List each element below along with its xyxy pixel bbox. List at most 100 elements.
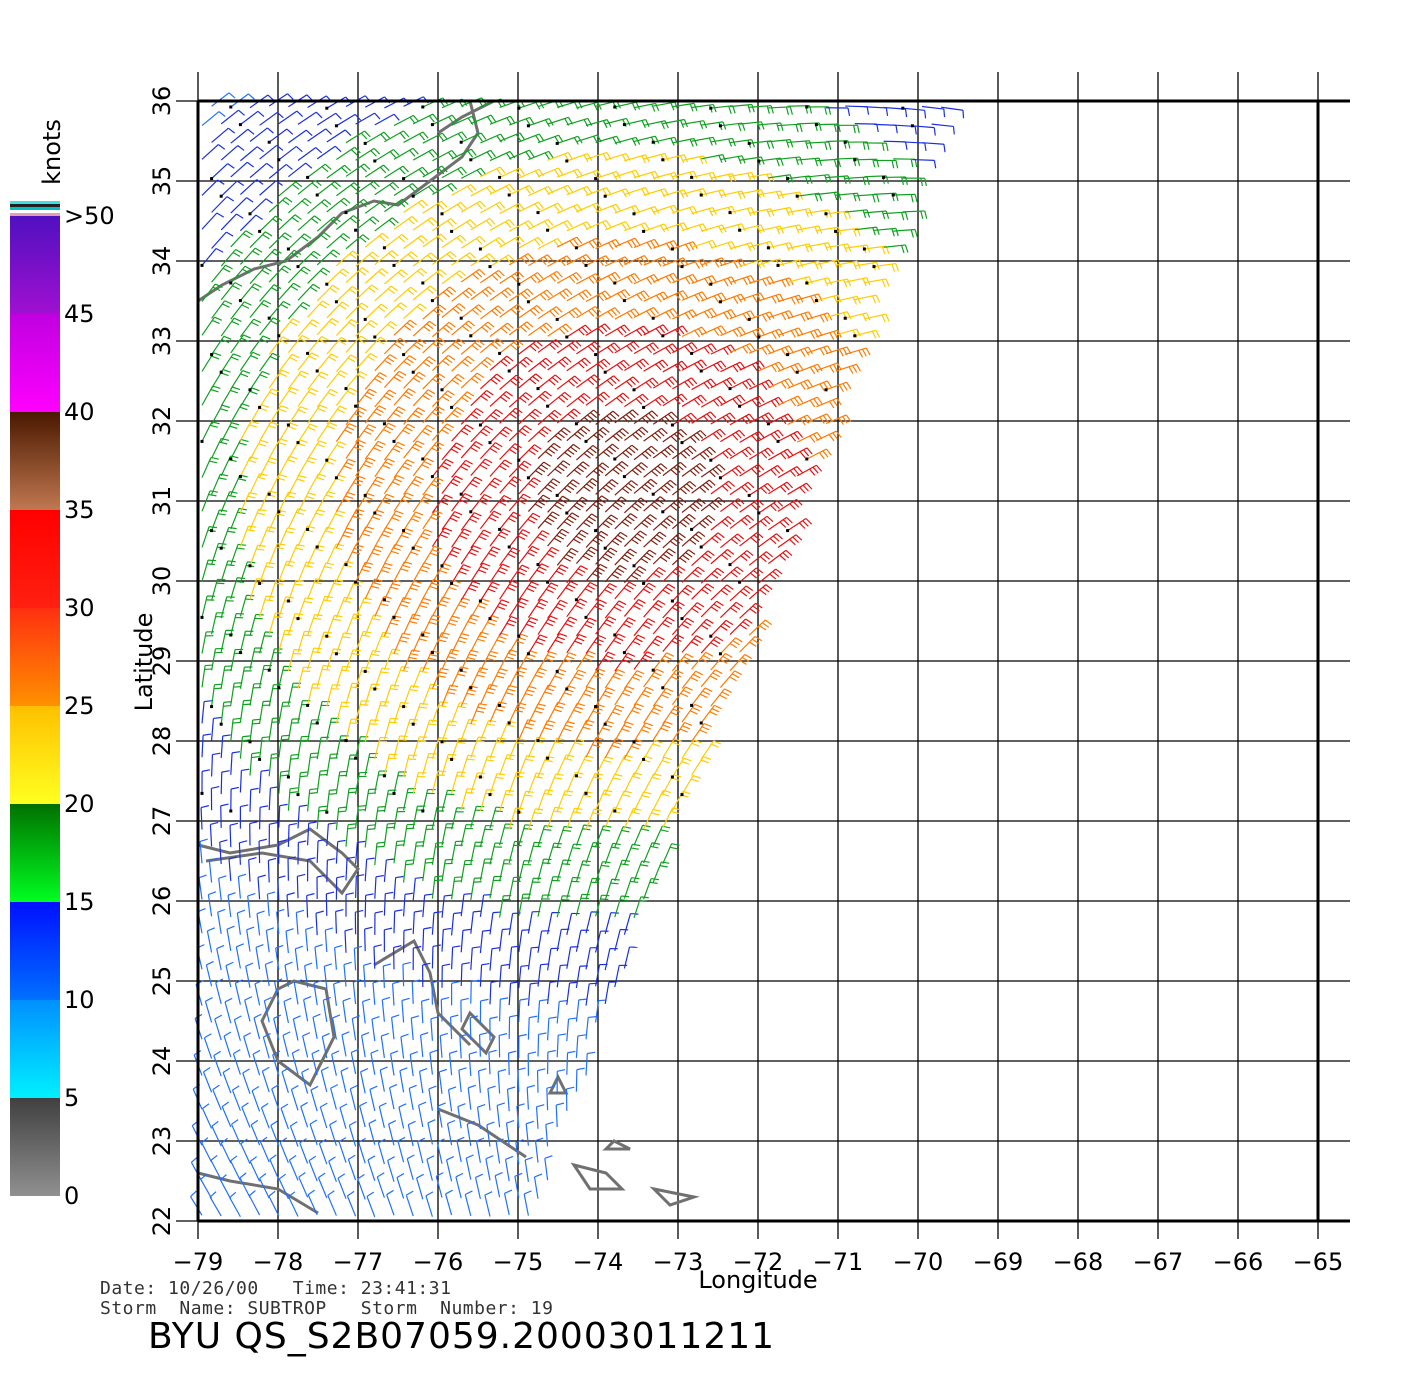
wind-barb <box>873 159 899 169</box>
wind-barb <box>278 701 291 725</box>
wind-barb <box>334 458 356 480</box>
wind-barb <box>382 406 406 426</box>
wind-barb <box>278 386 299 407</box>
legend-band <box>10 314 60 412</box>
wind-barb <box>470 217 496 231</box>
wind-barb <box>210 335 232 357</box>
wind-barb <box>366 1191 376 1218</box>
wind-barb <box>527 598 549 618</box>
wind-barb <box>335 701 350 724</box>
wind-barb <box>259 805 269 830</box>
wind-barb <box>307 647 322 670</box>
wind-barb <box>681 531 706 547</box>
wind-barb <box>268 369 290 389</box>
rain-flag <box>517 810 521 814</box>
wind-barb <box>344 371 368 391</box>
wind-barb <box>537 339 563 353</box>
wind-barb <box>220 491 238 513</box>
wind-barbs <box>190 92 965 1218</box>
wind-barb <box>546 1085 555 1111</box>
wind-barb <box>412 320 437 337</box>
wind-barb <box>230 369 251 390</box>
wind-barb <box>374 250 399 266</box>
wind-barb <box>383 822 396 846</box>
rain-flag <box>651 668 655 672</box>
wind-barb <box>403 268 428 283</box>
wind-barb <box>672 342 698 354</box>
wind-barb <box>671 549 696 566</box>
wind-barb <box>614 826 632 848</box>
wind-barb <box>537 894 551 917</box>
wind-barb <box>211 196 235 213</box>
wind-barb <box>556 721 575 742</box>
wind-barb <box>336 182 361 197</box>
wind-barb <box>422 926 432 951</box>
wind-barb <box>523 1190 532 1216</box>
rain-flag <box>565 511 569 515</box>
rain-flag <box>709 282 713 286</box>
wind-barb <box>201 664 214 688</box>
legend-overflow-band <box>10 207 60 210</box>
legend-overflow-band <box>10 210 60 213</box>
wind-barb <box>614 581 637 600</box>
wind-barb <box>288 129 313 144</box>
wind-barb <box>393 459 415 478</box>
wind-barb <box>280 1103 289 1130</box>
wind-barb <box>224 997 233 1024</box>
wind-barb <box>566 289 592 302</box>
wind-barb <box>345 856 356 881</box>
rain-flag <box>488 441 492 445</box>
wind-barb <box>489 668 508 689</box>
wind-barb <box>642 566 666 585</box>
wind-barb <box>240 1138 251 1164</box>
rain-flag <box>411 722 415 726</box>
wind-barb <box>854 123 879 133</box>
wind-barb <box>576 341 601 355</box>
wind-barb <box>595 894 610 917</box>
wind-barb <box>230 717 242 742</box>
wind-barb <box>403 859 415 883</box>
rain-flag <box>430 299 434 303</box>
wind-barb <box>259 352 280 372</box>
wind-barb <box>670 412 697 427</box>
rain-flag <box>459 140 463 144</box>
wind-barb <box>575 546 599 565</box>
wind-barb <box>508 288 534 302</box>
wind-barb <box>439 1032 449 1058</box>
wind-barb <box>902 210 928 220</box>
wind-barb <box>392 251 418 267</box>
wind-barb <box>547 947 559 971</box>
wind-barb <box>393 114 420 127</box>
wind-barb <box>748 379 775 391</box>
wind-barb <box>316 665 332 687</box>
rain-flag <box>344 739 348 743</box>
wind-barb <box>623 703 644 723</box>
wind-barb <box>623 530 647 547</box>
wind-barb <box>718 293 746 304</box>
wind-barb <box>220 1137 232 1164</box>
rain-flag <box>622 651 626 655</box>
wind-barb <box>508 807 524 830</box>
wind-barb <box>422 719 438 742</box>
wind-barb <box>384 130 410 143</box>
legend-band <box>10 510 60 608</box>
rain-flag <box>421 809 425 813</box>
wind-barb <box>411 528 433 550</box>
wind-barb <box>383 684 400 707</box>
wind-barb <box>230 577 246 600</box>
wind-barb <box>499 580 520 600</box>
wind-barb <box>835 192 861 202</box>
wind-barb <box>441 338 466 355</box>
rain-flag <box>229 281 233 285</box>
wind-barb <box>412 562 432 583</box>
wind-barb <box>297 352 319 371</box>
wind-barb <box>268 265 292 283</box>
wind-barb <box>816 430 842 442</box>
rain-flag <box>728 211 732 215</box>
wind-barb <box>451 148 477 160</box>
wind-barb <box>464 1190 473 1216</box>
wind-barb <box>470 805 485 828</box>
wind-barb <box>527 1015 538 1040</box>
wind-barb <box>440 997 450 1022</box>
rain-flag <box>430 475 434 479</box>
